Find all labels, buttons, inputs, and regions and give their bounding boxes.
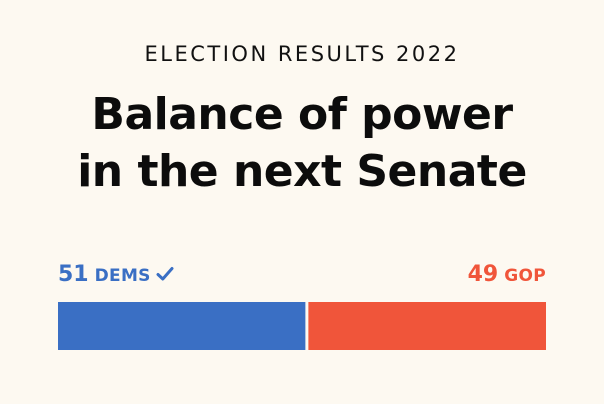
kicker: ELECTION RESULTS 2022 xyxy=(144,42,460,66)
gop-seat-count: 49 xyxy=(467,262,499,287)
checkmark-icon xyxy=(156,267,174,281)
gop-label: 49 GOP xyxy=(468,262,546,287)
bar-segment-gop xyxy=(308,302,546,350)
headline: Balance of power in the next Senate xyxy=(0,86,604,200)
headline-line-1: Balance of power xyxy=(91,89,513,140)
headline-line-2: in the next Senate xyxy=(77,146,527,197)
dem-label: 51 DEMS xyxy=(58,262,174,287)
seat-bar-chart xyxy=(58,302,546,350)
dem-seat-count: 51 xyxy=(58,262,89,287)
bar-segment-dems xyxy=(58,302,306,350)
gop-party-name: GOP xyxy=(504,266,546,286)
dem-party-name: DEMS xyxy=(94,266,151,286)
